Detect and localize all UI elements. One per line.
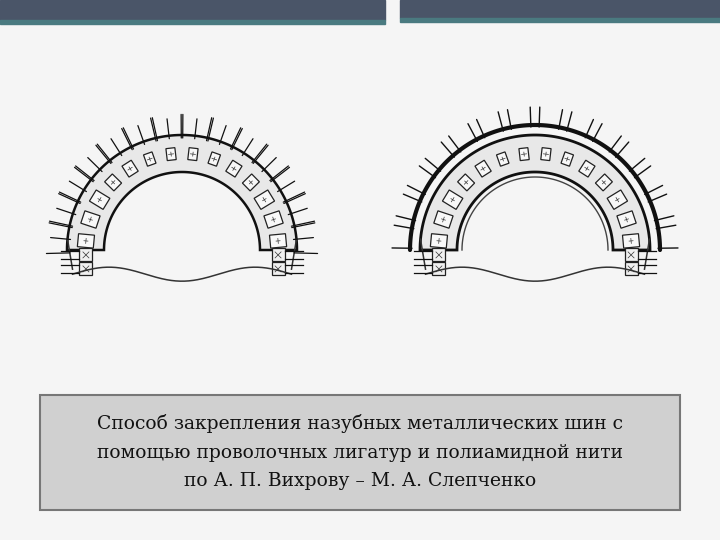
Polygon shape: [431, 234, 448, 248]
Polygon shape: [122, 160, 138, 177]
Polygon shape: [595, 174, 613, 191]
Bar: [400, 18, 720, 22]
Polygon shape: [254, 190, 274, 210]
Polygon shape: [243, 174, 259, 191]
Text: помощью проволочных лигатур и полиамидной нити: помощью проволочных лигатур и полиамидно…: [97, 443, 623, 462]
Polygon shape: [579, 160, 595, 177]
Polygon shape: [497, 152, 509, 166]
Polygon shape: [433, 211, 453, 228]
Text: по А. П. Вихрову – М. А. Слепченко: по А. П. Вихрову – М. А. Слепченко: [184, 472, 536, 490]
Bar: [624, 248, 638, 261]
Polygon shape: [143, 152, 156, 166]
Bar: [79, 248, 92, 261]
Polygon shape: [269, 234, 287, 248]
Polygon shape: [104, 174, 122, 191]
Polygon shape: [607, 190, 628, 210]
Bar: [0, 0, 385, 20]
Polygon shape: [475, 160, 491, 177]
Bar: [433, 248, 446, 261]
Polygon shape: [519, 147, 529, 160]
Bar: [79, 262, 92, 275]
Polygon shape: [67, 135, 297, 250]
Polygon shape: [208, 152, 220, 166]
Polygon shape: [420, 135, 650, 250]
Bar: [271, 248, 284, 261]
Bar: [433, 262, 446, 275]
Text: Способ закрепления назубных металлических шин с: Способ закрепления назубных металлически…: [97, 414, 623, 433]
Bar: [0, 20, 385, 24]
Polygon shape: [226, 160, 242, 177]
Polygon shape: [188, 147, 198, 160]
Polygon shape: [458, 174, 474, 191]
Bar: [271, 262, 284, 275]
Bar: [624, 262, 638, 275]
Polygon shape: [77, 234, 94, 248]
Polygon shape: [541, 147, 551, 160]
Polygon shape: [617, 211, 636, 228]
Polygon shape: [89, 190, 110, 210]
Bar: [400, 0, 720, 18]
FancyBboxPatch shape: [40, 395, 680, 510]
Polygon shape: [264, 211, 283, 228]
Polygon shape: [81, 211, 100, 228]
Polygon shape: [443, 190, 463, 210]
Polygon shape: [623, 234, 639, 248]
Polygon shape: [166, 147, 176, 160]
Polygon shape: [561, 152, 574, 166]
